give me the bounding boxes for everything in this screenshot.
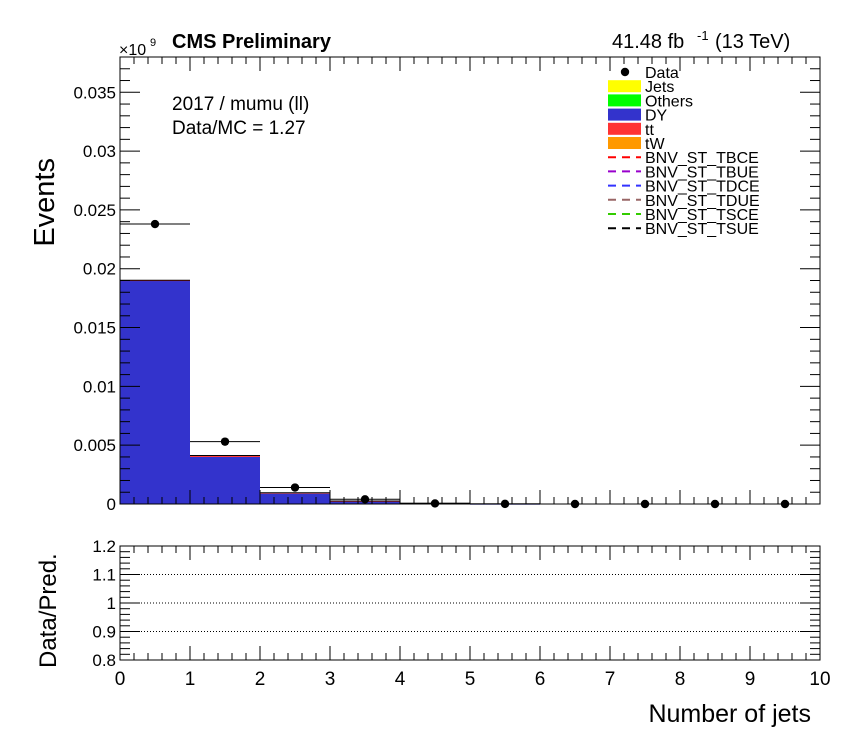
legend-marker-data xyxy=(620,67,630,77)
main-y-tick-label: 0.03 xyxy=(83,142,116,161)
bar-tt-bin-1 xyxy=(190,455,260,457)
ratio-x-tick-label: 3 xyxy=(325,669,336,690)
ratio-reference-lines xyxy=(120,574,820,632)
legend-label-others: Others xyxy=(645,93,693,110)
bar-dy-bin-1 xyxy=(190,456,260,504)
y-multiplier-base: ×10 xyxy=(119,42,146,59)
main-y-tick-label: 0.035 xyxy=(73,83,116,102)
legend-label-bnv-st-tbce: BNV_ST_TBCE xyxy=(645,150,759,167)
legend-swatch-jets xyxy=(608,80,641,93)
ratio-y-axis: 0.8 0.9 1 1.1 1.2 xyxy=(92,537,820,670)
legend-label-jets: Jets xyxy=(645,79,674,96)
legend-label-bnv-st-tdue: BNV_ST_TDUE xyxy=(645,193,760,210)
lumi-label: 41.48 fb xyxy=(612,31,684,53)
lumi-exponent: -1 xyxy=(697,28,709,43)
legend-label-bnv-st-tbue: BNV_ST_TBUE xyxy=(645,164,759,181)
stacked-histogram xyxy=(120,279,540,505)
ratio-x-axis: 0 1 2 3 4 5 6 7 8 9 10 xyxy=(115,546,831,690)
main-y-tick-label: 0.025 xyxy=(73,201,116,220)
annotation-era: 2017 / mumu (ll) xyxy=(172,94,309,115)
ratio-x-tick-label: 4 xyxy=(395,669,406,690)
data-point-bin-4 xyxy=(430,499,440,508)
legend-label-bnv-st-tsce: BNV_ST_TSCE xyxy=(645,207,759,224)
data-point-bin-0 xyxy=(150,219,160,229)
legend-swatch-others xyxy=(608,94,641,107)
annotation-ratio: Data/MC = 1.27 xyxy=(172,118,306,139)
legend-swatch-tw xyxy=(608,137,641,149)
ratio-x-tick-label: 6 xyxy=(535,669,546,690)
ratio-y-tick-label: 0.9 xyxy=(92,623,116,642)
ratio-x-tick-label: 2 xyxy=(255,669,266,690)
ratio-x-tick-label: 10 xyxy=(809,669,830,690)
ratio-y-tick-label: 1 xyxy=(107,594,116,613)
ratio-x-tick-label: 1 xyxy=(185,669,196,690)
legend-label-tw: tW xyxy=(645,136,665,153)
legend-label-tt: tt xyxy=(645,122,654,139)
bar-dy-bin-2 xyxy=(260,493,330,504)
ratio-y-tick-label: 0.8 xyxy=(92,651,116,670)
legend-swatch-dy xyxy=(608,108,641,121)
main-y-axis: 0 0.005 0.01 0.015 0.02 0.025 0.03 0.035 xyxy=(73,56,820,514)
ratio-x-tick-label: 5 xyxy=(465,669,476,690)
chart-title: CMS Preliminary xyxy=(172,31,332,53)
legend-label-data: Data xyxy=(645,65,679,82)
main-x-ticks xyxy=(119,57,821,504)
y-multiplier-exponent: 9 xyxy=(150,37,156,49)
x-axis-title: Number of jets xyxy=(648,700,811,728)
bar-dy-bin-0 xyxy=(120,280,190,504)
data-point-bin-2 xyxy=(290,483,300,492)
legend-label-bnv-st-tsue: BNV_ST_TSUE xyxy=(645,221,759,238)
legend-label-bnv-st-tdce: BNV_ST_TDCE xyxy=(645,179,760,196)
main-y-tick-label: 0 xyxy=(107,495,116,514)
main-y-tick-label: 0.005 xyxy=(73,436,116,455)
legend: DataJetsOthersDYtttWBNV_ST_TBCEBNV_ST_TB… xyxy=(608,65,760,238)
ratio-y-tick-label: 1.2 xyxy=(92,537,116,556)
ratio-x-tick-label: 8 xyxy=(675,669,686,690)
ratio-x-tick-label: 0 xyxy=(115,669,126,690)
legend-swatch-tt xyxy=(608,122,641,135)
energy-label: (13 TeV) xyxy=(715,31,790,53)
main-y-tick-label: 0.02 xyxy=(83,260,116,279)
data-point-bin-3 xyxy=(360,495,370,504)
main-y-tick-label: 0.015 xyxy=(73,319,116,338)
y-axis-title-main: Events xyxy=(29,158,61,247)
ratio-y-tick-label: 1.1 xyxy=(92,566,116,585)
data-point-bin-1 xyxy=(220,437,230,446)
legend-label-dy: DY xyxy=(645,108,668,125)
y-axis-title-ratio: Data/Pred. xyxy=(35,553,62,668)
main-y-tick-label: 0.01 xyxy=(83,377,116,396)
ratio-x-tick-label: 7 xyxy=(605,669,616,690)
ratio-x-tick-label: 9 xyxy=(745,669,756,690)
